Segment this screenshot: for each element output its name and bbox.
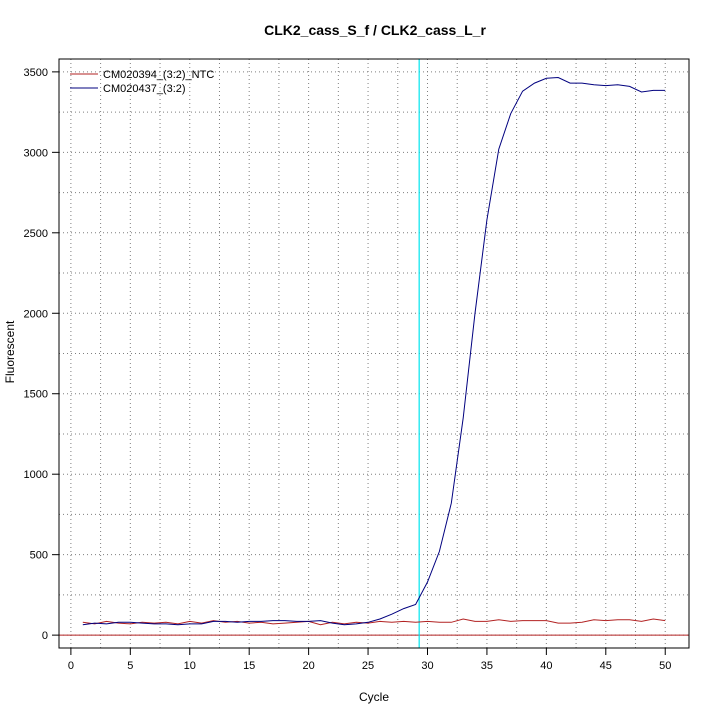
- y-tick-label: 0: [42, 630, 48, 642]
- x-tick-label: 40: [540, 660, 552, 672]
- y-tick-label: 2500: [24, 228, 48, 240]
- series-line-2: [82, 76, 666, 626]
- x-axis-label: Cycle: [359, 690, 389, 704]
- x-tick-label: 35: [481, 660, 493, 672]
- y-tick-label: 2000: [24, 308, 48, 320]
- y-tick-label: 1500: [24, 389, 48, 401]
- x-tick-label: 20: [302, 660, 314, 672]
- x-axis: 0 5 10 15 20 25 30 35 40 45 50: [68, 647, 671, 672]
- x-tick-label: 30: [421, 660, 433, 672]
- y-tick-label: 3000: [24, 147, 48, 159]
- x-tick-label: 50: [659, 660, 671, 672]
- chart-title: CLK2_cass_S_f / CLK2_cass_L_r: [264, 22, 486, 38]
- x-tick-label: 5: [127, 660, 133, 672]
- legend-label: CM020394_(3:2)_NTC: [103, 69, 214, 81]
- legend-label: CM020437_(3:2): [103, 83, 186, 95]
- x-tick-label: 45: [600, 660, 612, 672]
- x-tick-label: 25: [362, 660, 374, 672]
- reference-lines: [59, 59, 689, 648]
- y-tick-label: 500: [30, 550, 48, 562]
- y-tick-label: 3500: [24, 67, 48, 79]
- series-line-1: [82, 618, 666, 626]
- y-axis-label: Fluorescent: [3, 320, 17, 383]
- legend: CM020394_(3:2)_NTC CM020437_(3:2): [70, 69, 214, 95]
- y-axis: 0 500 1000 1500 2000 2500 3000 3500: [24, 67, 60, 642]
- y-tick-label: 1000: [24, 469, 48, 481]
- series-lines: [82, 76, 666, 626]
- grid: [59, 59, 689, 648]
- plot-frame: [58, 58, 690, 649]
- x-tick-label: 0: [68, 660, 74, 672]
- x-tick-label: 15: [243, 660, 255, 672]
- x-tick-label: 10: [184, 660, 196, 672]
